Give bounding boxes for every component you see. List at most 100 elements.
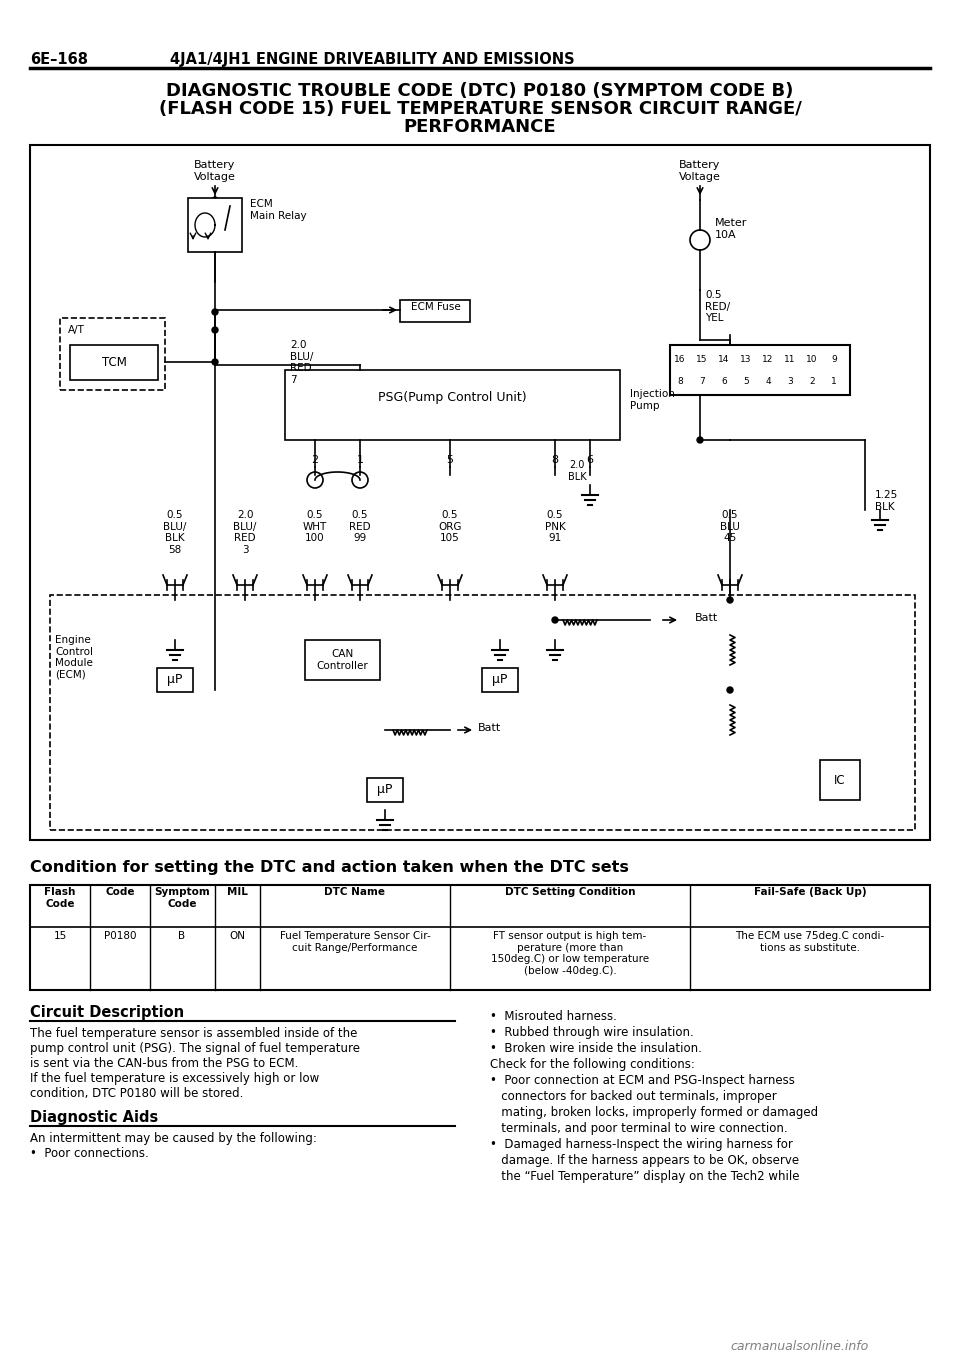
Bar	[30, 885, 930, 990]
Text: 2.0
BLU/
RED
3: 2.0 BLU/ RED 3	[233, 511, 256, 555]
Text: •  Rubbed through wire insulation.: • Rubbed through wire insulation.	[490, 1027, 694, 1039]
Text: 5: 5	[743, 378, 749, 386]
Text: 0.5
PNK
91: 0.5 PNK 91	[544, 511, 565, 543]
Bar	[670, 345, 850, 395]
Text: 0.5
WHT
100: 0.5 WHT 100	[302, 511, 327, 543]
Text: Fuel Temperature Sensor Cir-
cuit Range/Performance: Fuel Temperature Sensor Cir- cuit Range/…	[279, 932, 430, 952]
Bar	[60, 318, 165, 390]
Text: 9: 9	[831, 354, 837, 364]
Text: TCM: TCM	[102, 356, 127, 368]
Text: IC: IC	[834, 774, 846, 786]
Text: Check for the following conditions:: Check for the following conditions:	[490, 1058, 695, 1071]
Text: ECM
Main Relay: ECM Main Relay	[250, 200, 306, 221]
Text: 1.25
BLK: 1.25 BLK	[875, 490, 899, 512]
Text: An intermittent may be caused by the following:
•  Poor connections.: An intermittent may be caused by the fol…	[30, 1133, 317, 1160]
Bar	[285, 369, 620, 440]
Text: MIL: MIL	[227, 887, 248, 898]
Text: μP: μP	[167, 674, 182, 687]
Text: •  Misrouted harness.: • Misrouted harness.	[490, 1010, 617, 1023]
Text: 2: 2	[311, 455, 319, 464]
Text: 0.5
RED
99: 0.5 RED 99	[349, 511, 371, 543]
Text: Battery
Voltage: Battery Voltage	[679, 160, 721, 182]
Text: Flash
Code: Flash Code	[44, 887, 76, 909]
Text: 14: 14	[718, 354, 730, 364]
Text: 0.5
RED/
YEL: 0.5 RED/ YEL	[705, 291, 731, 323]
Circle shape	[212, 327, 218, 333]
Bar	[482, 668, 518, 693]
Text: 0.5
BLU
45: 0.5 BLU 45	[720, 511, 740, 543]
Text: The fuel temperature sensor is assembled inside of the
pump control unit (PSG). : The fuel temperature sensor is assembled…	[30, 1027, 360, 1100]
Text: Code: Code	[106, 887, 134, 898]
Text: Fail-Safe (Back Up): Fail-Safe (Back Up)	[754, 887, 866, 898]
Text: DIAGNOSTIC TROUBLE CODE (DTC) P0180 (SYMPTOM CODE B): DIAGNOSTIC TROUBLE CODE (DTC) P0180 (SYM…	[166, 81, 794, 100]
Bar	[400, 300, 470, 322]
Text: connectors for backed out terminals, improper: connectors for backed out terminals, imp…	[490, 1090, 777, 1103]
Text: Batt: Batt	[695, 612, 718, 623]
Text: Injection
Pump: Injection Pump	[630, 390, 675, 411]
Text: PERFORMANCE: PERFORMANCE	[404, 118, 556, 136]
Text: Battery
Voltage: Battery Voltage	[194, 160, 236, 182]
Text: 3: 3	[787, 378, 793, 386]
Text: DTC Setting Condition: DTC Setting Condition	[505, 887, 636, 898]
Bar	[157, 668, 193, 693]
Text: Batt: Batt	[478, 722, 501, 733]
Text: A/T: A/T	[68, 325, 84, 335]
Text: 7: 7	[699, 378, 705, 386]
Text: the “Fuel Temperature” display on the Tech2 while: the “Fuel Temperature” display on the Te…	[490, 1171, 800, 1183]
Circle shape	[727, 598, 733, 603]
Text: 5: 5	[446, 455, 453, 464]
Text: μP: μP	[377, 784, 393, 797]
Bar	[50, 595, 915, 830]
Text: 11: 11	[784, 354, 796, 364]
Text: ON: ON	[229, 932, 245, 941]
Text: 10: 10	[806, 354, 818, 364]
Text: 8: 8	[677, 378, 683, 386]
Text: 12: 12	[762, 354, 774, 364]
Circle shape	[212, 197, 218, 202]
Text: damage. If the harness appears to be OK, observe: damage. If the harness appears to be OK,…	[490, 1154, 799, 1167]
Text: Circuit Description: Circuit Description	[30, 1005, 184, 1020]
Text: The ECM use 75deg.C condi-
tions as substitute.: The ECM use 75deg.C condi- tions as subs…	[735, 932, 884, 952]
Text: mating, broken locks, improperly formed or damaged: mating, broken locks, improperly formed …	[490, 1105, 818, 1119]
Text: 15: 15	[696, 354, 708, 364]
Text: carmanualsonline.info: carmanualsonline.info	[731, 1340, 869, 1353]
Text: Diagnostic Aids: Diagnostic Aids	[30, 1109, 158, 1124]
Circle shape	[727, 687, 733, 693]
Circle shape	[697, 437, 703, 443]
Text: Meter
10A: Meter 10A	[715, 219, 748, 239]
Text: 1: 1	[831, 378, 837, 386]
Text: PSG(Pump Control Unit): PSG(Pump Control Unit)	[377, 391, 526, 403]
Text: CAN
Controller: CAN Controller	[316, 649, 368, 671]
Text: •  Broken wire inside the insulation.: • Broken wire inside the insulation.	[490, 1042, 702, 1055]
Text: 4JA1/4JH1 ENGINE DRIVEABILITY AND EMISSIONS: 4JA1/4JH1 ENGINE DRIVEABILITY AND EMISSI…	[170, 52, 575, 67]
Bar	[188, 198, 242, 253]
Text: 4: 4	[765, 378, 771, 386]
Text: FT sensor output is high tem-
perature (more than
150deg.C) or low temperature
(: FT sensor output is high tem- perature (…	[491, 932, 649, 976]
Text: μP: μP	[492, 674, 508, 687]
Text: •  Poor connection at ECM and PSG-Inspect harness: • Poor connection at ECM and PSG-Inspect…	[490, 1074, 795, 1086]
Text: Engine
Control
Module
(ECM): Engine Control Module (ECM)	[55, 636, 93, 680]
Bar	[820, 760, 860, 800]
Text: P0180: P0180	[104, 932, 136, 941]
Text: DTC Name: DTC Name	[324, 887, 386, 898]
Text: B: B	[179, 932, 185, 941]
Bar	[70, 345, 158, 380]
Text: 2: 2	[809, 378, 815, 386]
Text: •  Damaged harness-Inspect the wiring harness for: • Damaged harness-Inspect the wiring har…	[490, 1138, 793, 1152]
FancyBboxPatch shape	[30, 145, 930, 841]
Text: ECM Fuse: ECM Fuse	[411, 301, 461, 312]
Bar	[367, 778, 403, 803]
Text: 6: 6	[587, 455, 593, 464]
Text: 15: 15	[54, 932, 66, 941]
Circle shape	[212, 310, 218, 315]
Text: 0.5
BLU/
BLK
58: 0.5 BLU/ BLK 58	[163, 511, 186, 555]
Text: 13: 13	[740, 354, 752, 364]
Text: 16: 16	[674, 354, 685, 364]
Text: Symptom
Code: Symptom Code	[155, 887, 210, 909]
Text: terminals, and poor terminal to wire connection.: terminals, and poor terminal to wire con…	[490, 1122, 787, 1135]
Text: 2.0
BLU/
RED
7: 2.0 BLU/ RED 7	[290, 340, 313, 384]
Text: 1: 1	[356, 455, 364, 464]
Text: 2.0
BLK: 2.0 BLK	[567, 460, 587, 482]
Bar	[305, 640, 380, 680]
Text: 6E–168: 6E–168	[30, 52, 88, 67]
